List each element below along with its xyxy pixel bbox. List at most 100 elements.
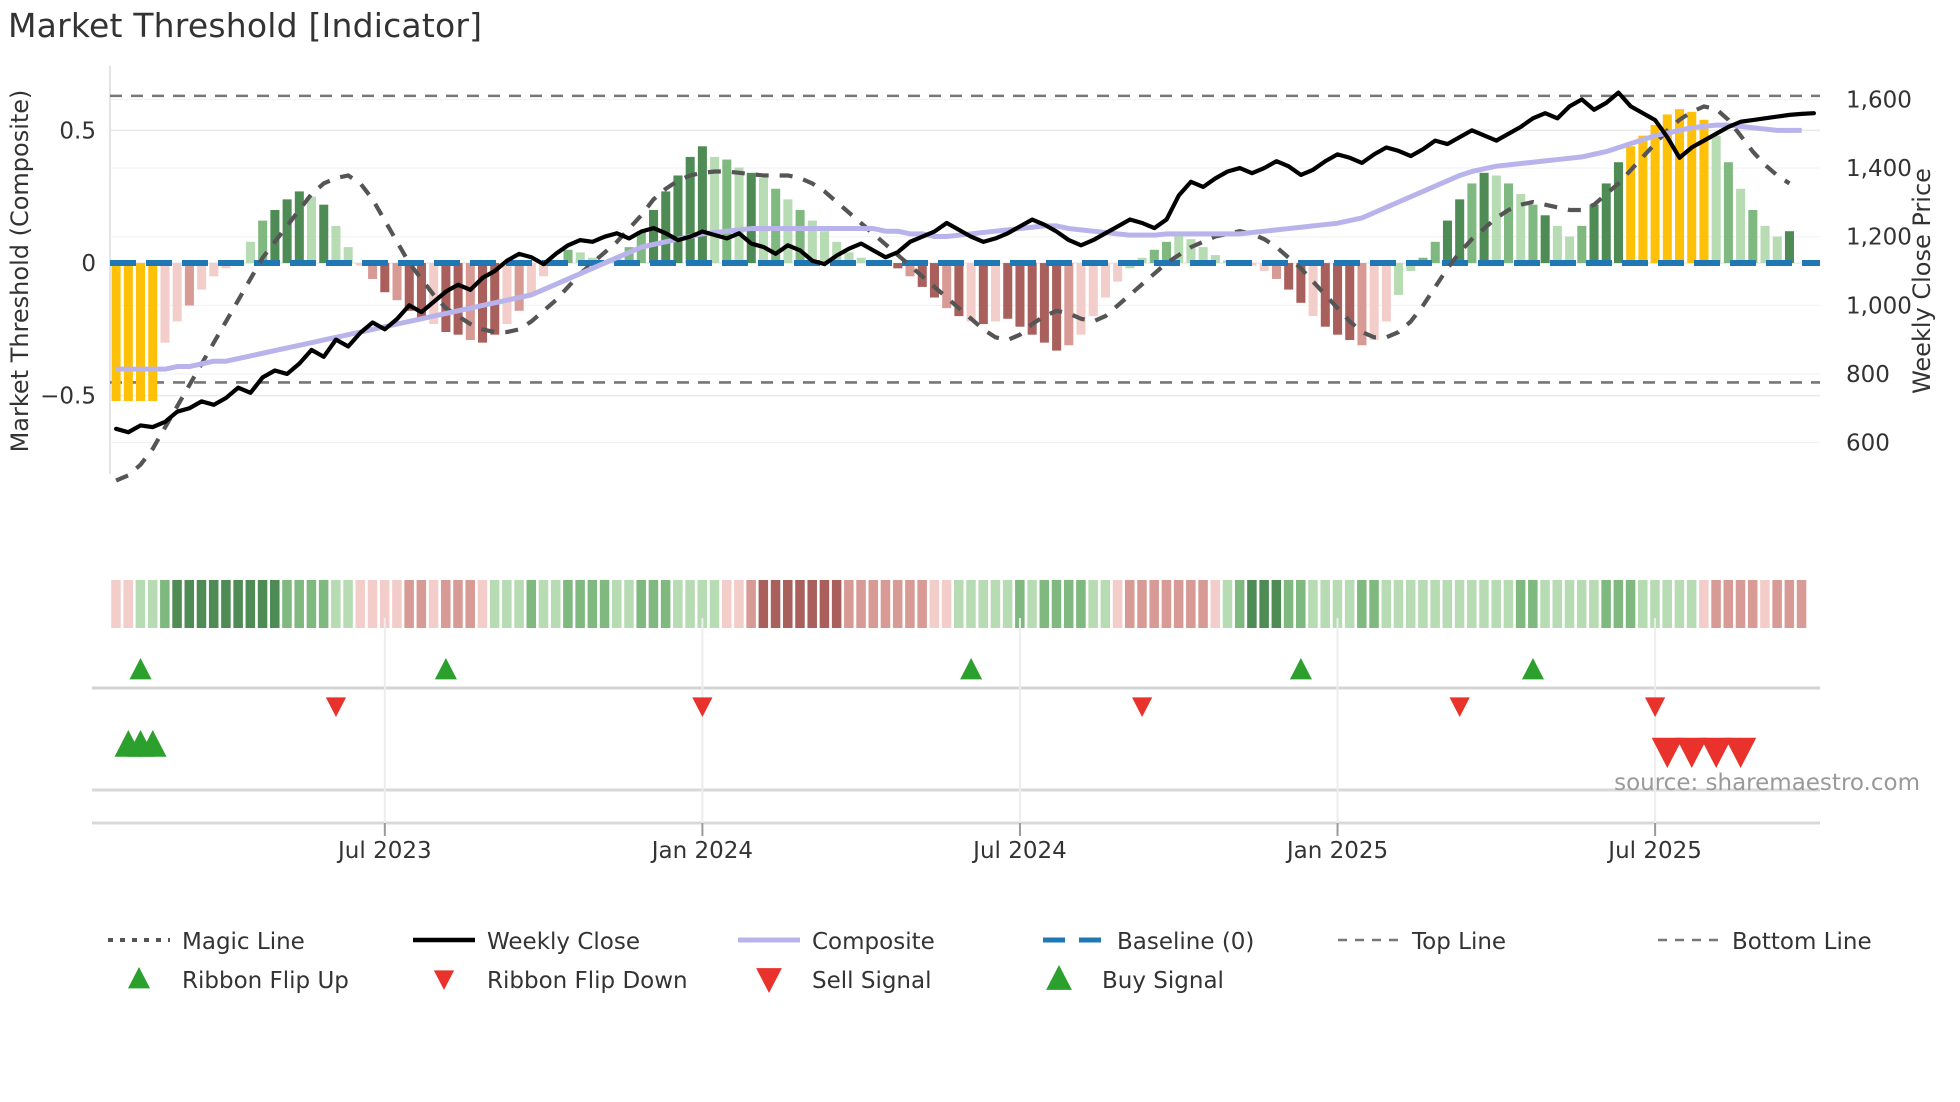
ribbon-cell	[1137, 580, 1147, 628]
ribbon-cell	[1015, 580, 1025, 628]
legend-item-label: Ribbon Flip Down	[487, 968, 688, 994]
ribbon-cell	[318, 580, 329, 628]
ribbon-cell	[1393, 580, 1404, 628]
ribbon-cell	[856, 580, 866, 628]
ribbon-cell	[563, 580, 573, 628]
buy-signal-marker	[138, 730, 167, 757]
composite-bar	[807, 220, 817, 264]
buy-signal-markers	[114, 730, 167, 757]
ribbon-cell	[416, 580, 427, 628]
composite-bar	[1577, 225, 1587, 264]
ribbon-cell	[819, 580, 830, 628]
ribbon-cell	[697, 580, 708, 628]
ribbon-cell	[514, 580, 524, 628]
ribbon-cell	[1430, 580, 1440, 628]
ribbon-flip-down-marker	[1131, 697, 1153, 717]
composite-bar	[1381, 263, 1391, 322]
legend-item[interactable]: Weekly Close	[413, 929, 640, 955]
composite-bar	[1198, 247, 1208, 264]
ribbon-cell	[1479, 580, 1489, 628]
ribbon-cell	[1320, 580, 1330, 628]
ribbon-cell	[1271, 580, 1282, 628]
composite-bar	[1504, 183, 1514, 264]
ribbon-cell	[758, 580, 769, 628]
ribbon-cell	[196, 580, 207, 628]
composite-bar	[368, 263, 378, 279]
ribbon-cell	[831, 580, 842, 628]
ribbon-cell	[941, 580, 952, 628]
composite-bar	[1039, 263, 1049, 343]
composite-bar	[355, 263, 365, 266]
legend-row-2: Ribbon Flip Up Ribbon Flip Down Sell Signa…	[127, 965, 1224, 994]
composite-bar	[1271, 263, 1281, 279]
legend-item[interactable]: Top Line	[1338, 929, 1506, 955]
ribbon-cell	[1112, 580, 1123, 628]
right-tick-label: 800	[1846, 362, 1890, 388]
ribbon-cell	[428, 580, 439, 628]
ribbon-cell	[1381, 580, 1392, 628]
legend-item[interactable]: Composite	[738, 929, 935, 955]
ribbon-cell	[1491, 580, 1501, 628]
x-tick-label: Jan 2024	[650, 838, 753, 864]
legend-item[interactable]: Baseline (0)	[1043, 929, 1254, 955]
composite-bar	[1100, 263, 1110, 298]
legend-triangle-up-large-icon	[1046, 965, 1072, 990]
composite-bar	[514, 263, 524, 311]
legend-item[interactable]: Ribbon Flip Down	[433, 968, 688, 994]
composite-bar	[710, 156, 720, 264]
composite-bar	[1284, 263, 1294, 290]
right-tick-label: 1,400	[1846, 156, 1912, 182]
composite-bar	[1064, 263, 1074, 346]
composite-bar	[1186, 239, 1196, 264]
magic-line	[115, 104, 1791, 483]
ribbon-cell	[538, 580, 549, 628]
ribbon-cell	[1589, 580, 1599, 628]
ribbon-cell	[1418, 580, 1428, 628]
weekly-close-line	[114, 90, 1816, 435]
legend-item[interactable]: Sell Signal	[756, 968, 932, 994]
left-axis-label: Market Threshold (Composite)	[6, 90, 34, 453]
composite-bar	[1320, 263, 1330, 327]
composite-bar	[160, 263, 170, 343]
composite-bar	[270, 209, 280, 264]
ribbon-cell	[1503, 580, 1514, 628]
ribbon-cell	[367, 580, 378, 628]
ribbon-cell	[1540, 580, 1550, 628]
ribbon-cell	[477, 580, 488, 628]
left-tick-label: 0.5	[59, 118, 96, 144]
legend-item[interactable]: Magic Line	[108, 929, 305, 955]
composite-bar	[1088, 263, 1098, 317]
composite-bar	[1210, 255, 1220, 264]
ribbon-cell	[1308, 580, 1318, 628]
composite-bar	[1430, 241, 1440, 264]
composite-bar	[1308, 263, 1318, 317]
composite-bar	[136, 263, 146, 402]
legend-item[interactable]: Ribbon Flip Up	[127, 967, 349, 994]
composite-bar	[832, 241, 842, 264]
ribbon-cell	[1760, 580, 1770, 628]
composite-bar	[661, 191, 671, 264]
ribbon-cell	[770, 580, 781, 628]
ribbon-heatmap	[111, 580, 1807, 628]
legend-triangle-up-icon	[127, 967, 151, 989]
legend-item-label: Magic Line	[182, 929, 305, 955]
ribbon-cell	[306, 580, 317, 628]
composite-bar	[575, 252, 585, 264]
ribbon-cell	[1369, 580, 1379, 628]
composite-bar	[1442, 220, 1452, 264]
ribbon-cell	[208, 580, 219, 628]
composite-bar	[258, 220, 268, 264]
source-label: source: sharemaestro.com	[1614, 770, 1920, 796]
composite-bar	[1565, 236, 1575, 264]
ribbon-cell	[233, 580, 243, 628]
ribbon-flip-up-markers	[129, 658, 1545, 680]
legend-item[interactable]: Bottom Line	[1658, 929, 1872, 955]
legend-item[interactable]: Buy Signal	[1046, 965, 1224, 994]
composite-bar	[172, 263, 182, 322]
composite-bar	[307, 196, 317, 264]
legend-triangle-down-large-icon	[756, 968, 782, 993]
ribbon-cell	[1686, 580, 1697, 628]
ribbon-cell	[1454, 580, 1465, 628]
ribbon-cell	[1747, 580, 1758, 628]
right-tick-label: 1,600	[1846, 87, 1912, 113]
